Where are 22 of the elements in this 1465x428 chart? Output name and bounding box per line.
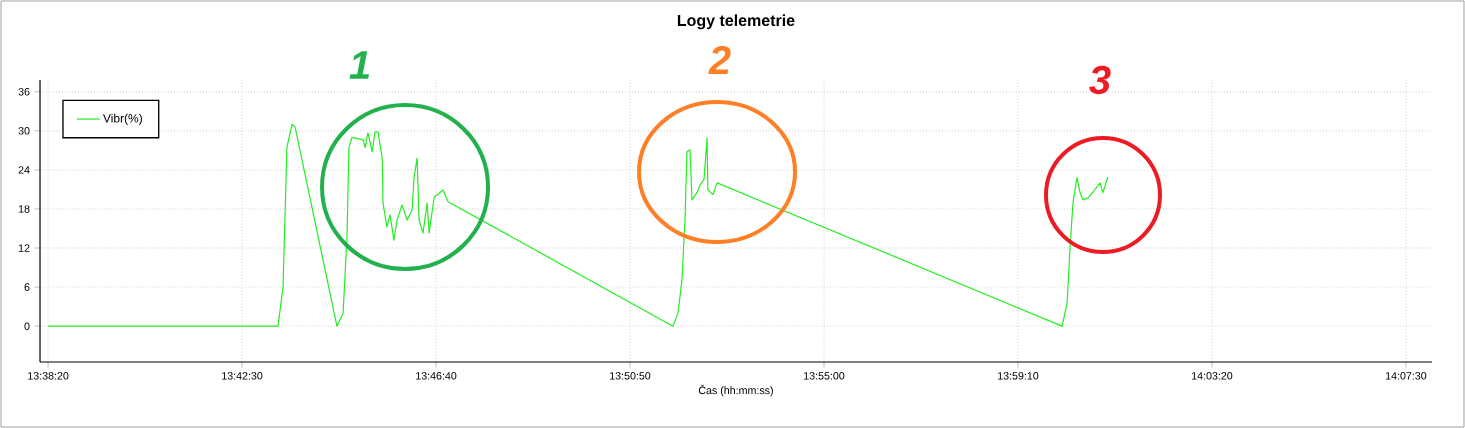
x-tick-label: 13:50:50 — [610, 372, 651, 380]
x-tick-label: 13:46:40 — [416, 372, 457, 380]
y-tick-label: 30 — [18, 127, 30, 135]
x-tick-label: 13:42:30 — [222, 372, 263, 380]
chart-title: Logy telemetrie — [677, 14, 795, 30]
x-tick-label: 13:38:20 — [28, 372, 69, 380]
y-tick-label: 12 — [18, 244, 30, 252]
y-tick-label: 6 — [24, 283, 30, 291]
text: 2 — [708, 46, 731, 74]
y-tick-label: 24 — [18, 166, 30, 174]
annotation: 3 — [1089, 65, 1111, 95]
x-tick-label: 14:03:20 — [1192, 372, 1233, 380]
text: 1 — [349, 51, 369, 79]
y-tick-label: 36 — [18, 87, 30, 96]
y-tick-label: 0 — [24, 322, 30, 330]
x-tick-label: 14:07:30 — [1385, 372, 1427, 380]
x-tick-label: 13:59:10 — [998, 372, 1039, 380]
line-series — [47, 123, 1109, 327]
x-tick-label: 13:55:00 — [804, 372, 845, 380]
y-tick-label: 18 — [18, 205, 30, 213]
legend-label: Vibr(%) — [102, 113, 142, 125]
x-axis-title: Čas (hh:mm:ss) — [698, 384, 773, 397]
